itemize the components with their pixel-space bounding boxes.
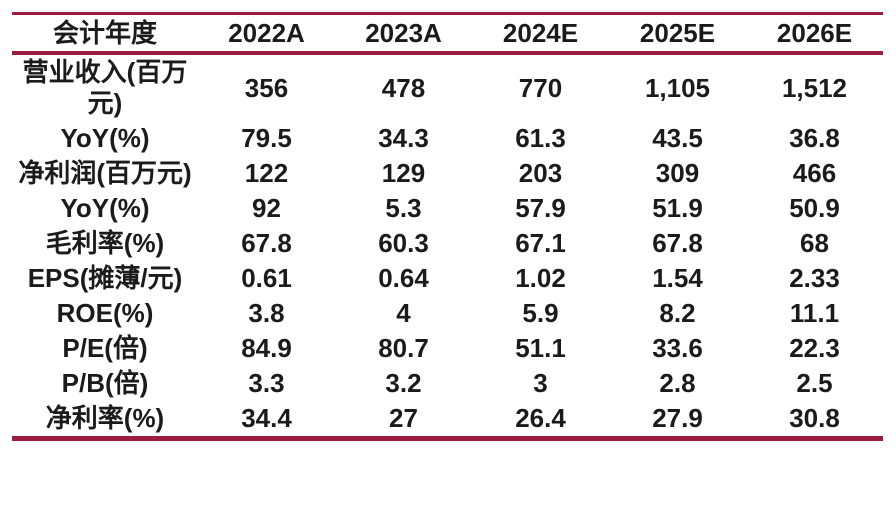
table-header-row: 会计年度 2022A 2023A 2024E 2025E 2026E [12,13,883,55]
cell-value: 8.2 [659,298,696,328]
header-cell-2023A: 2023A [335,13,472,55]
table-row-eps: EPS(摊薄/元) 0.61 0.64 1.02 1.54 2.33 [12,261,883,296]
cell-value: 5.9 [522,298,559,328]
table-row-revenue-yoy: YoY(%) 79.5 34.3 61.3 43.5 36.8 [12,121,883,156]
cell-value: 43.5 [652,123,703,153]
financial-summary-table: 会计年度 2022A 2023A 2024E 2025E 2026E 营业收入(… [12,12,883,441]
header-cell-2025E: 2025E [609,13,746,55]
cell-value: 1.54 [652,263,703,293]
row-label: ROE(%) [56,298,154,328]
cell-value: 203 [518,158,563,188]
cell-value: 309 [655,158,700,188]
cell-value: 129 [381,158,426,188]
cell-value: 92 [252,193,281,223]
cell-value: 3 [533,368,548,398]
table-row-pb: P/B(倍) 3.3 3.2 3 2.8 2.5 [12,366,883,401]
table-row-net-margin: 净利率(%) 34.4 27 26.4 27.9 30.8 [12,401,883,439]
row-label: P/B(倍) [61,368,149,398]
cell-value: 1,105 [644,72,711,103]
row-label: YoY(%) [60,193,150,223]
cell-value: 770 [518,72,563,103]
header-cell-2026E: 2026E [746,13,883,55]
cell-value: 22.3 [789,333,840,363]
table-row-net-profit: 净利润(百万元) 122 129 203 309 466 [12,156,883,191]
row-label: P/E(倍) [62,333,148,363]
cell-value: 4 [396,298,411,328]
cell-value: 2.33 [789,263,840,293]
cell-value: 1.02 [515,263,566,293]
cell-value: 51.9 [652,193,703,223]
cell-value: 51.1 [515,333,566,363]
cell-value: 5.3 [385,193,422,223]
table-row-gross-margin: 毛利率(%) 67.8 60.3 67.1 67.8 68 [12,226,883,261]
cell-value: 1,512 [781,72,848,103]
cell-value: 68 [800,228,829,258]
row-label: 营业收入(百万元) [22,57,188,118]
cell-value: 61.3 [515,123,566,153]
cell-value: 0.64 [378,263,429,293]
cell-value: 122 [244,158,289,188]
table-row-roe: ROE(%) 3.8 4 5.9 8.2 11.1 [12,296,883,331]
cell-value: 27 [389,403,418,433]
cell-value: 27.9 [652,403,703,433]
cell-value: 466 [792,158,837,188]
row-label: 毛利率(%) [45,228,165,258]
cell-value: 34.4 [241,403,292,433]
cell-value: 60.3 [378,228,429,258]
cell-value: 26.4 [515,403,566,433]
row-label: EPS(摊薄/元) [27,263,183,293]
table-row-pe: P/E(倍) 84.9 80.7 51.1 33.6 22.3 [12,331,883,366]
cell-value: 2.8 [659,368,696,398]
cell-value: 67.8 [241,228,292,258]
row-label: 净利率(%) [45,403,165,433]
cell-value: 3.3 [248,368,285,398]
cell-value: 33.6 [652,333,703,363]
cell-value: 34.3 [378,123,429,153]
header-cell-metric: 会计年度 [12,13,198,55]
cell-value: 478 [381,72,426,103]
cell-value: 3.8 [248,298,285,328]
row-label: YoY(%) [60,123,150,153]
cell-value: 36.8 [789,123,840,153]
cell-value: 11.1 [789,298,840,328]
cell-value: 30.8 [789,403,840,433]
row-label: 净利润(百万元) [18,158,192,188]
table-row-net-profit-yoy: YoY(%) 92 5.3 57.9 51.9 50.9 [12,191,883,226]
cell-value: 2.5 [796,368,833,398]
cell-value: 80.7 [378,333,429,363]
cell-value: 0.61 [241,263,292,293]
cell-value: 67.8 [652,228,703,258]
cell-value: 67.1 [515,228,566,258]
header-cell-2022A: 2022A [198,13,335,55]
cell-value: 57.9 [515,193,566,223]
table-row-revenue: 营业收入(百万元) 356 478 770 1,105 1,512 [12,53,883,121]
cell-value: 356 [244,72,289,103]
cell-value: 50.9 [789,193,840,223]
cell-value: 3.2 [385,368,422,398]
header-cell-2024E: 2024E [472,13,609,55]
cell-value: 79.5 [241,123,292,153]
cell-value: 84.9 [241,333,292,363]
